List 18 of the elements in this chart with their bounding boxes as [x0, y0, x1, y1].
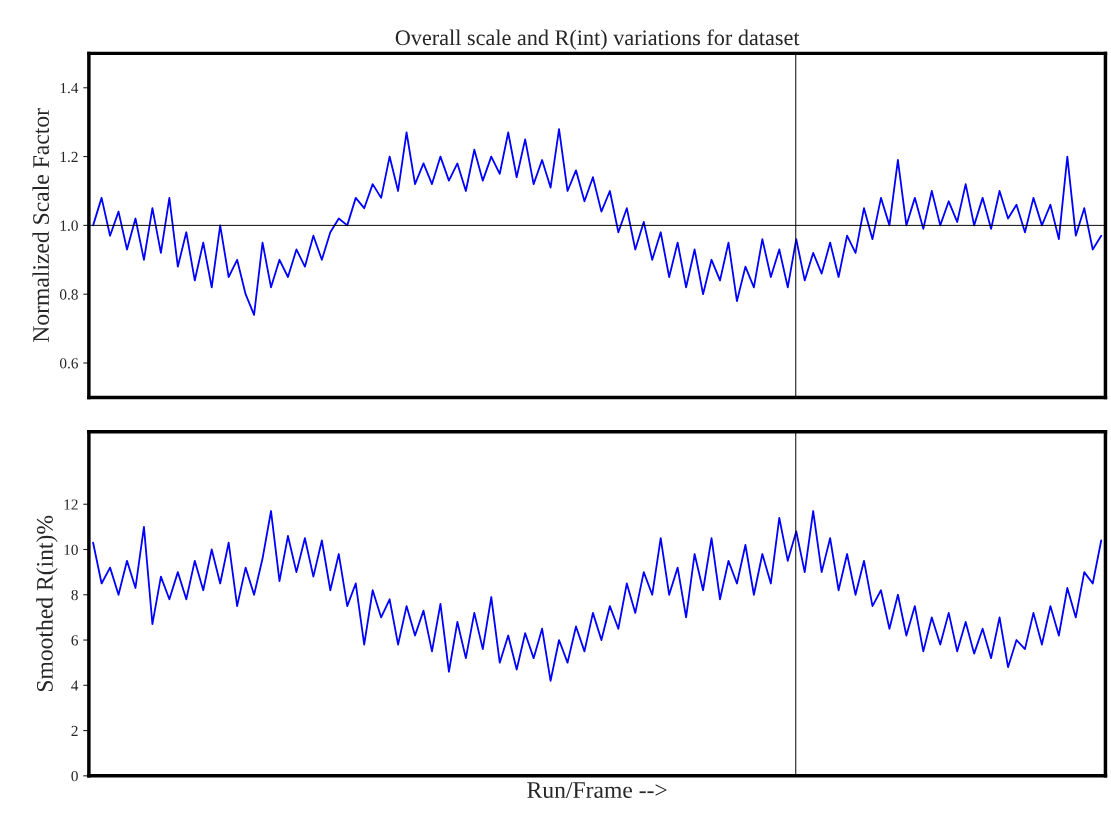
y-axis-title: Smoothed R(int)% [36, 515, 58, 692]
chart-title: Overall scale and R(int) variations for dataset [395, 29, 800, 50]
y-tick-label: 0.8 [59, 289, 78, 300]
x-axis-title: Run/Frame --> [527, 782, 667, 799]
y-tick-label: 8 [71, 589, 78, 601]
y-tick-label: 1.2 [60, 151, 78, 163]
y-tick-label: 0 [71, 770, 78, 782]
line-series [92, 510, 1103, 682]
y-tick-label: 0.6 [59, 358, 79, 369]
y-tick-label: 1.0 [60, 220, 78, 231]
y-tick-label: 4 [71, 680, 79, 691]
y-tick-label: 6 [71, 635, 79, 646]
y-axis-title: Normalized Scale Factor [32, 108, 50, 343]
y-tick-label: 2 [71, 725, 78, 736]
y-tick-label: 12 [64, 499, 78, 510]
y-tick-label: 10 [64, 544, 78, 555]
line-series [92, 128, 1103, 316]
y-tick-label: 1.4 [60, 82, 79, 94]
